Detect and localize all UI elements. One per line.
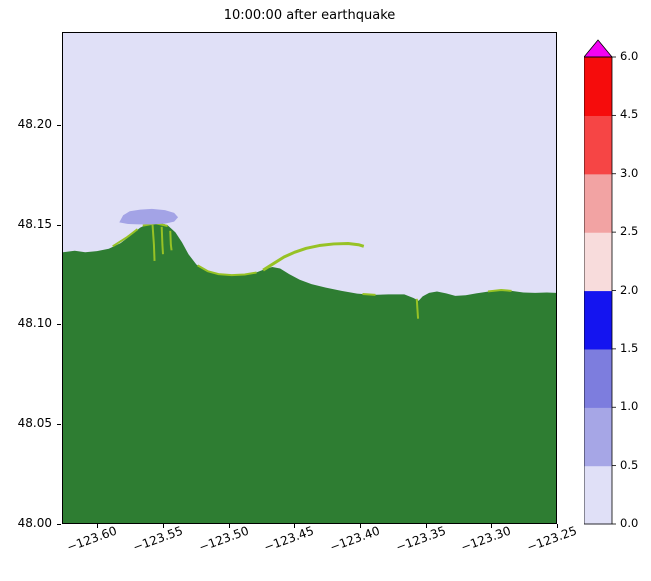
y-tick-label: 48.05 — [17, 416, 52, 431]
y-tick-mark — [57, 424, 61, 426]
colorbar-band-3-4.5 — [584, 115, 612, 175]
y-tick-mark — [57, 224, 61, 226]
tsunami-map — [63, 33, 556, 523]
x-tick-label: −123.40 — [327, 523, 382, 555]
y-tick-label: 48.00 — [17, 516, 52, 530]
colorbar-tick-label: 4.5 — [620, 107, 639, 122]
y-tick-mark — [57, 524, 61, 525]
x-tick-mark — [97, 524, 99, 528]
inundation-patch — [119, 208, 179, 225]
y-tick-label: 48.10 — [17, 316, 52, 331]
x-tick-label: −123.35 — [393, 523, 448, 555]
y-tick-label: 48.15 — [17, 216, 52, 231]
shoreline-channel-2 — [160, 226, 164, 255]
x-tick-mark — [294, 524, 296, 528]
x-tick-mark — [228, 524, 230, 528]
colorbar-tick-label: 1.5 — [620, 340, 639, 355]
colorbar-band-1.5-2 — [584, 290, 612, 350]
plot-title: 10:00:00 after earthquake — [223, 8, 396, 23]
y-tick-label: 48.20 — [17, 116, 52, 131]
shoreline-spit — [262, 242, 365, 272]
x-tick-label: −123.50 — [196, 523, 251, 555]
x-tick-mark — [557, 524, 558, 528]
colorbar-band-2.5-3 — [584, 173, 612, 233]
colorbar-tick-label: 1.0 — [620, 399, 639, 414]
x-tick-label: −123.60 — [65, 523, 120, 555]
shoreline-channel-1 — [151, 224, 156, 262]
shoreline-bay-shore — [197, 264, 257, 277]
y-tick-mark — [57, 124, 61, 126]
x-tick-mark — [425, 524, 427, 528]
colorbar-band-0.5-1 — [584, 407, 612, 467]
colorbar — [584, 39, 616, 525]
shoreline-channel-3 — [169, 230, 173, 251]
colorbar-band-0-0.5 — [584, 465, 612, 525]
shoreline-east-shore-dash — [487, 289, 512, 293]
shoreline-mid-shore-dash — [362, 293, 376, 296]
colorbar-tick-label: 0.5 — [620, 457, 639, 472]
x-tick-mark — [163, 524, 165, 528]
shoreline-creek-channel — [415, 298, 420, 319]
colorbar-tick-label: 6.0 — [620, 49, 639, 63]
shoreline-headland-west-slope — [112, 228, 139, 248]
y-tick-mark — [57, 324, 61, 326]
colorbar-tick-label: 2.5 — [620, 224, 639, 239]
colorbar-tick-label: 3.0 — [620, 165, 639, 180]
colorbar-band-1-1.5 — [584, 348, 612, 408]
colorbar-band-4.5-6 — [584, 57, 612, 116]
x-tick-mark — [360, 524, 362, 528]
land-region — [63, 222, 556, 523]
x-tick-label: −123.55 — [131, 523, 185, 555]
x-tick-mark — [491, 524, 493, 528]
x-tick-label: −123.45 — [262, 523, 317, 555]
colorbar-over-arrow — [584, 39, 613, 58]
x-tick-label: −123.25 — [524, 523, 579, 555]
x-tick-label: −123.30 — [459, 523, 513, 555]
colorbar-tick-label: 0.0 — [620, 516, 639, 530]
map-plot-area — [62, 32, 557, 524]
colorbar-band-2-2.5 — [584, 232, 612, 292]
colorbar-tick-label: 2.0 — [620, 282, 639, 297]
